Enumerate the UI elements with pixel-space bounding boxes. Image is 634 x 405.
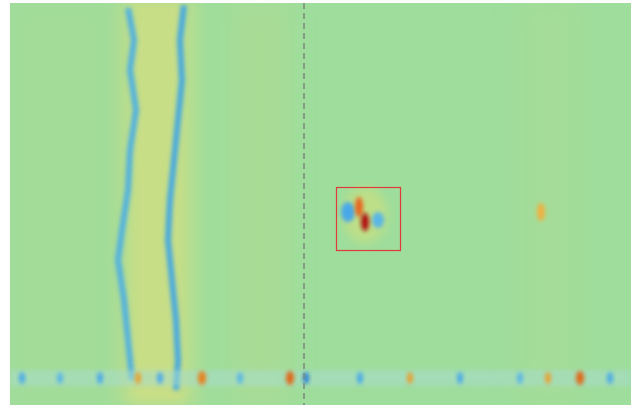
noise-spot xyxy=(19,372,25,384)
noise-spot xyxy=(517,372,523,384)
heatmap-view xyxy=(0,0,634,405)
noise-spot xyxy=(237,372,243,384)
noise-spot xyxy=(407,372,413,384)
anomaly-blue xyxy=(341,202,355,222)
noise-spot xyxy=(357,372,363,384)
noise-spot xyxy=(545,372,551,384)
faint-anomaly xyxy=(537,203,545,221)
noise-spot xyxy=(457,372,463,384)
left-shade xyxy=(10,3,110,405)
anomaly-red xyxy=(361,213,369,231)
plot-area xyxy=(10,0,631,405)
noise-spot xyxy=(286,371,294,385)
noise-spot xyxy=(57,372,63,384)
bottom-noise-row xyxy=(10,370,631,386)
noise-spot xyxy=(198,371,206,385)
pale-band xyxy=(230,0,290,405)
noise-spot xyxy=(607,372,613,384)
pale-band xyxy=(520,0,580,405)
noise-band xyxy=(10,370,631,386)
noise-spot xyxy=(157,372,163,384)
noise-spot xyxy=(135,372,141,384)
noise-spot xyxy=(97,372,103,384)
anomaly-red xyxy=(355,197,363,217)
page xyxy=(0,0,634,405)
yellow-band xyxy=(105,0,210,405)
noise-spot xyxy=(576,371,584,385)
anomaly-blue xyxy=(372,212,384,228)
